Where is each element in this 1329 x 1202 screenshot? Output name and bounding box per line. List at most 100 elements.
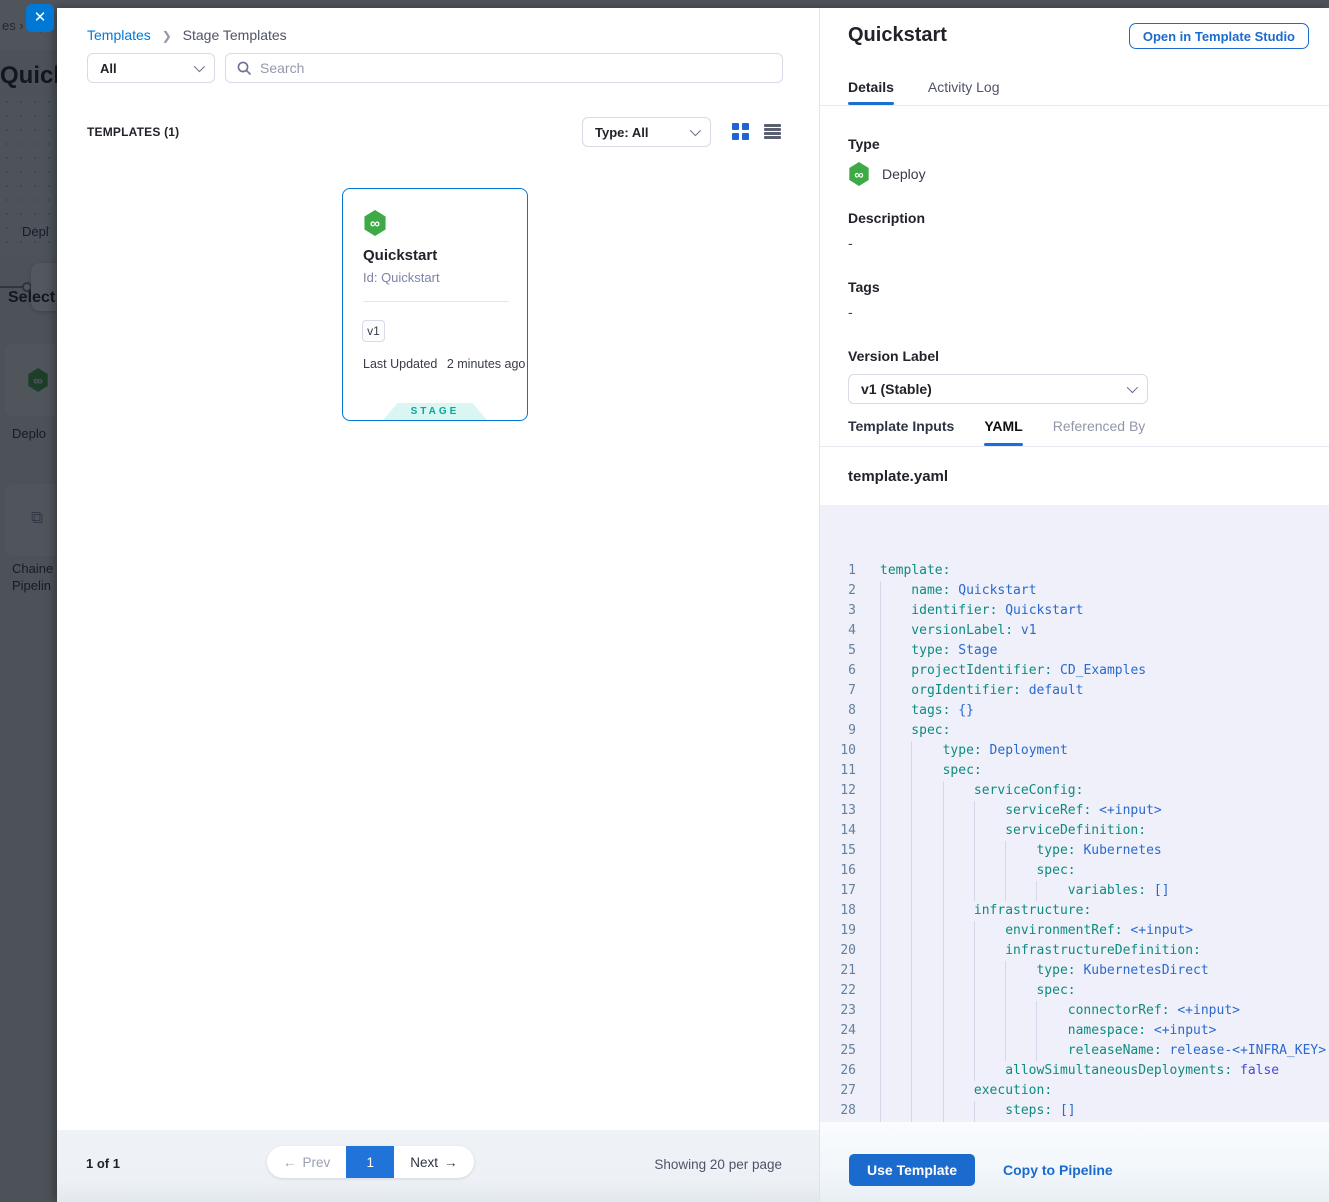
templates-browser-pane: Templates ❯ Stage Templates All TEMPLATE… bbox=[57, 8, 820, 1202]
search-box bbox=[225, 53, 783, 83]
yaml-line: 14 serviceDefinition: bbox=[820, 821, 1329, 841]
yaml-line: 1 template: bbox=[848, 563, 951, 578]
type-filter-select[interactable]: Type: All bbox=[582, 117, 711, 147]
tab-details[interactable]: Details bbox=[848, 75, 894, 105]
card-divider bbox=[363, 301, 509, 302]
yaml-filename: template.yaml bbox=[848, 468, 949, 485]
yaml-line: 6 projectIdentifier: CD_Examples bbox=[820, 661, 1329, 681]
yaml-line: 25 releaseName: release-<+INFRA_KEY> bbox=[820, 1041, 1329, 1061]
description-label: Description bbox=[848, 210, 926, 226]
yaml-line: 23 connectorRef: <+input> bbox=[820, 1001, 1329, 1021]
chevron-down-icon bbox=[1126, 381, 1139, 394]
breadcrumb-separator-icon: ❯ bbox=[161, 29, 172, 43]
template-title: Quickstart bbox=[848, 24, 947, 46]
yaml-line: 29rollbackSteps: [] bbox=[820, 1121, 1329, 1122]
scope-filter-select[interactable]: All bbox=[87, 53, 215, 83]
template-card-id: Id: Quickstart bbox=[363, 270, 440, 285]
version-label: Version Label bbox=[848, 348, 940, 364]
type-label: Type bbox=[848, 136, 880, 152]
open-in-template-studio-button[interactable]: Open in Template Studio bbox=[1128, 23, 1309, 49]
grid-view-icon[interactable] bbox=[732, 123, 749, 140]
list-view-icon[interactable] bbox=[764, 124, 781, 139]
tags-label: Tags bbox=[848, 279, 880, 295]
template-details-pane: Quickstart Open in Template Studio Detai… bbox=[820, 8, 1329, 1202]
yaml-line: 17 variables: [] bbox=[820, 881, 1329, 901]
tab-activity-log[interactable]: Activity Log bbox=[927, 79, 1000, 95]
template-card-title: Quickstart bbox=[363, 247, 438, 264]
description-value: - bbox=[848, 235, 853, 251]
yaml-line: 20 infrastructureDefinition: bbox=[820, 941, 1329, 961]
search-icon bbox=[237, 61, 251, 75]
details-footer: Use Template Copy to Pipeline bbox=[820, 1122, 1329, 1202]
yaml-line: 24 namespace: <+input> bbox=[820, 1021, 1329, 1041]
yaml-sub-tabs: Template Inputs YAML Referenced By bbox=[820, 402, 1329, 447]
yaml-line: 9 spec: bbox=[820, 721, 1329, 741]
chevron-down-icon bbox=[193, 60, 206, 73]
details-fields: Type ∞ Deploy Description - Tags - Versi… bbox=[848, 106, 1288, 404]
yaml-file-bar: template.yaml bbox=[820, 448, 1329, 505]
page-size-label: Showing 20 per page bbox=[654, 1157, 782, 1172]
yaml-editor[interactable]: 1 template: 2 name: Quickstart 3 identifier: … bbox=[820, 505, 1329, 1122]
pagination-summary: 1 of 1 bbox=[86, 1156, 120, 1171]
tab-template-inputs[interactable]: Template Inputs bbox=[848, 418, 955, 434]
yaml-line: 16 spec: bbox=[820, 861, 1329, 881]
deploy-hexagon-icon: ∞ bbox=[364, 210, 386, 236]
close-icon: ✕ bbox=[33, 9, 47, 26]
search-input[interactable] bbox=[260, 60, 772, 76]
copy-to-pipeline-link[interactable]: Copy to Pipeline bbox=[1003, 1162, 1113, 1178]
arrow-right-icon: → bbox=[444, 1154, 458, 1170]
drawer-close-button[interactable]: ✕ bbox=[26, 4, 54, 32]
version-select[interactable]: v1 (Stable) bbox=[848, 374, 1148, 404]
last-updated-label: Last Updated bbox=[363, 357, 438, 371]
yaml-line: 10 type: Deployment bbox=[820, 741, 1329, 761]
breadcrumb-current: Stage Templates bbox=[182, 27, 287, 43]
yaml-line: 8 tags: {} bbox=[820, 701, 1329, 721]
tab-yaml[interactable]: YAML bbox=[984, 418, 1024, 446]
yaml-line: 5 type: Stage bbox=[820, 641, 1329, 661]
breadcrumb-templates-link[interactable]: Templates bbox=[87, 27, 151, 43]
yaml-line: 27 execution: bbox=[820, 1081, 1329, 1101]
version-badge: v1 bbox=[362, 320, 385, 342]
prev-label: Prev bbox=[302, 1154, 331, 1170]
last-updated-value: 2 minutes ago bbox=[446, 357, 526, 371]
next-page-button[interactable]: Next → bbox=[394, 1146, 473, 1178]
yaml-line: 12 serviceConfig: bbox=[820, 781, 1329, 801]
yaml-line: 4 versionLabel: v1 bbox=[820, 621, 1329, 641]
pagination-control: ← Prev 1 Next → bbox=[267, 1146, 474, 1178]
scope-filter-value: All bbox=[100, 60, 117, 76]
stage-templates-drawer: Templates ❯ Stage Templates All TEMPLATE… bbox=[57, 8, 1329, 1202]
yaml-line: 3 identifier: Quickstart bbox=[820, 601, 1329, 621]
arrow-left-icon: ← bbox=[283, 1154, 297, 1170]
yaml-line: 15 type: Kubernetes bbox=[820, 841, 1329, 861]
yaml-line: 2 name: Quickstart bbox=[820, 581, 1329, 601]
template-card-quickstart[interactable]: ∞ Quickstart Id: Quickstart v1 Last Upda… bbox=[342, 188, 528, 421]
breadcrumb: Templates ❯ Stage Templates bbox=[87, 27, 287, 43]
yaml-line: 13 serviceRef: <+input> bbox=[820, 801, 1329, 821]
yaml-line: 28 steps: [] bbox=[820, 1101, 1329, 1121]
yaml-line: 7 orgIdentifier: default bbox=[820, 681, 1329, 701]
type-filter-value: Type: All bbox=[595, 124, 649, 140]
templates-count-label: TEMPLATES (1) bbox=[87, 125, 180, 139]
version-select-value: v1 (Stable) bbox=[861, 381, 932, 397]
deploy-hexagon-icon: ∞ bbox=[849, 162, 869, 186]
last-updated: Last Updated 2 minutes ago bbox=[363, 357, 525, 371]
tab-referenced-by[interactable]: Referenced By bbox=[1052, 418, 1146, 434]
yaml-line: 26 allowSimultaneousDeployments: false bbox=[820, 1061, 1329, 1081]
tags-value: - bbox=[848, 304, 853, 320]
yaml-lines: 1 template: 2 name: Quickstart 3 identifier: … bbox=[820, 561, 1329, 1122]
yaml-line: 22 spec: bbox=[820, 981, 1329, 1001]
stage-ribbon: STAGE bbox=[383, 403, 487, 420]
yaml-line: 19 environmentRef: <+input> bbox=[820, 921, 1329, 941]
prev-page-button[interactable]: ← Prev bbox=[267, 1146, 346, 1178]
yaml-line: 21 type: KubernetesDirect bbox=[820, 961, 1329, 981]
next-label: Next bbox=[410, 1154, 439, 1170]
use-template-button[interactable]: Use Template bbox=[849, 1154, 975, 1186]
details-header: Quickstart Open in Template Studio bbox=[820, 8, 1329, 75]
yaml-line: 11 spec: bbox=[820, 761, 1329, 781]
page-1-button[interactable]: 1 bbox=[346, 1146, 395, 1178]
type-value: Deploy bbox=[882, 166, 926, 182]
chevron-down-icon bbox=[689, 124, 702, 137]
yaml-line: 18 infrastructure: bbox=[820, 901, 1329, 921]
pagination-footer: 1 of 1 ← Prev 1 Next → Showing 20 per pa… bbox=[57, 1130, 819, 1202]
details-tabs: Details Activity Log bbox=[820, 75, 1329, 106]
